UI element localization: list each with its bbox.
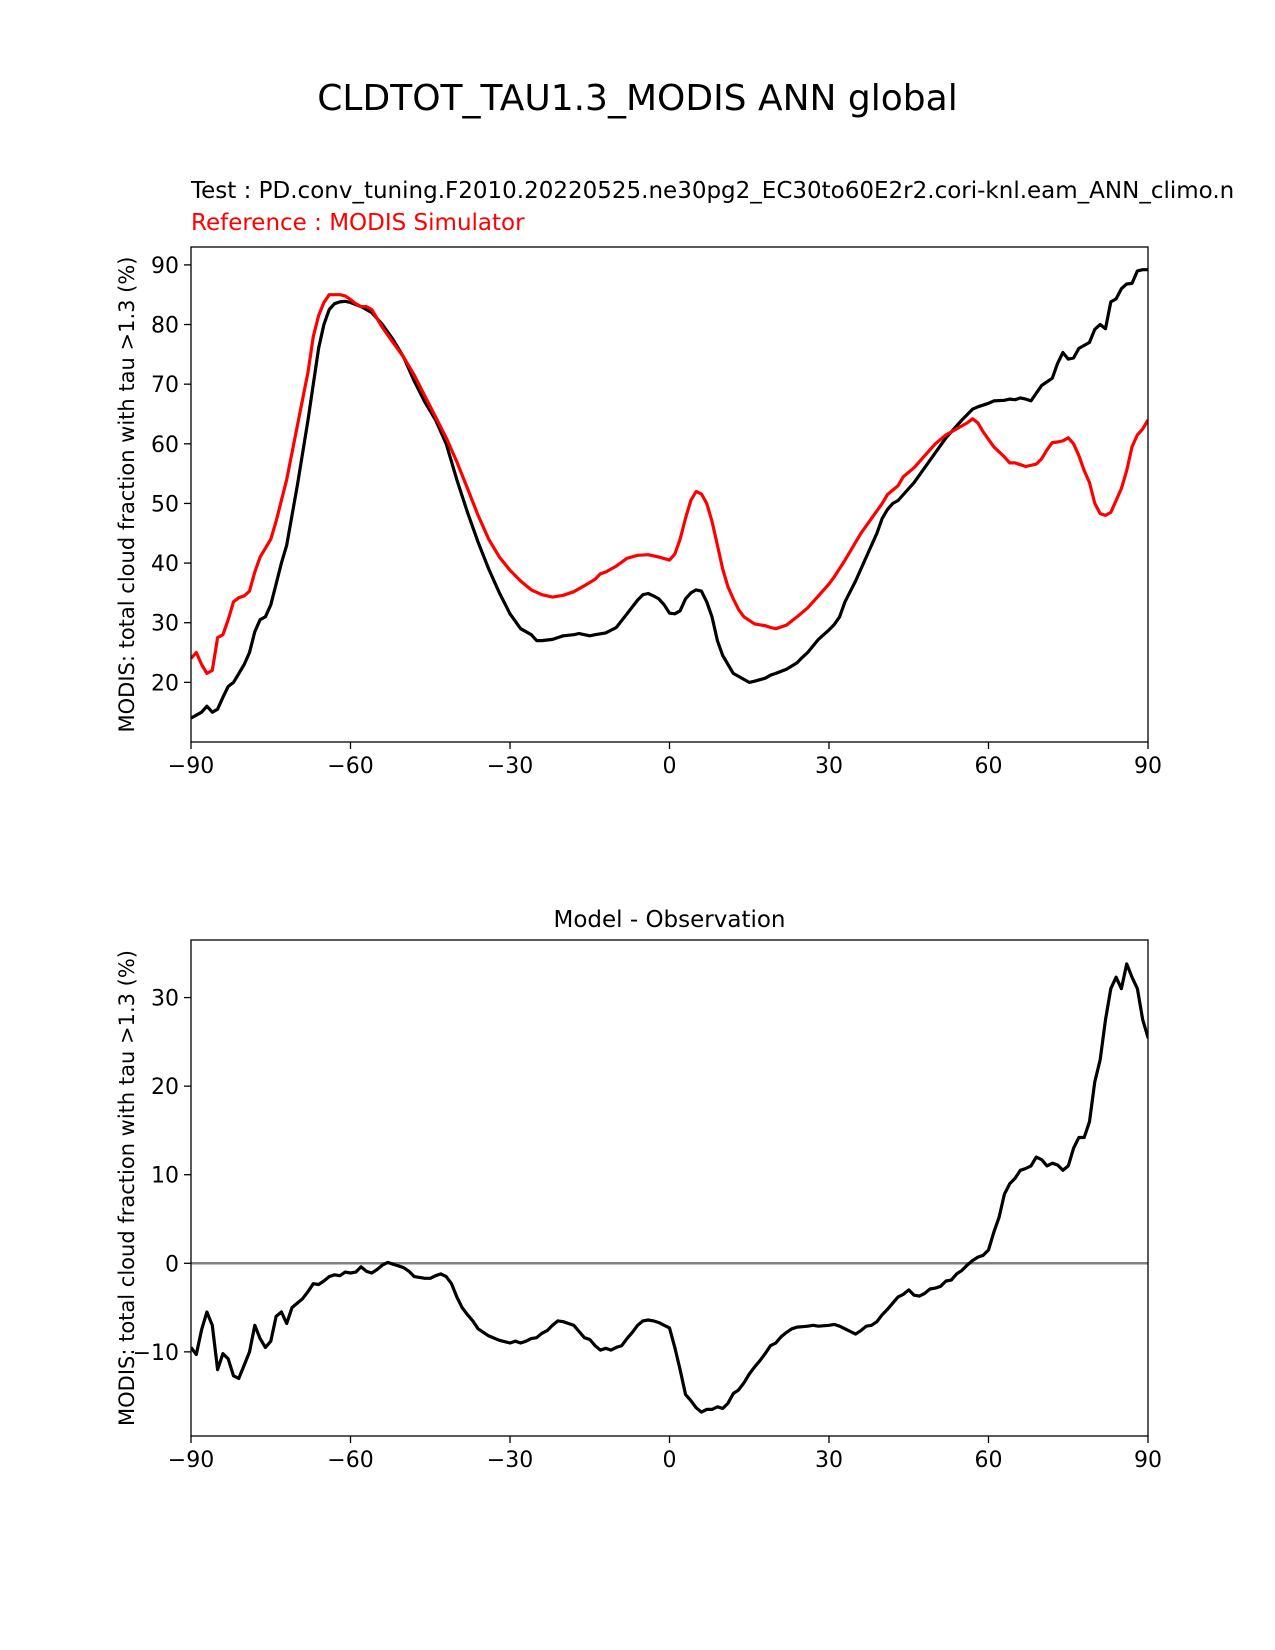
y-tick-label: 90	[151, 254, 179, 279]
y-axis-label: MODIS: total cloud fraction with tau >1.…	[115, 950, 139, 1426]
y-tick-label: 20	[151, 1075, 179, 1100]
x-tick-label: 30	[815, 1448, 843, 1473]
y-tick-label: 80	[151, 314, 179, 339]
reference-series-line	[191, 293, 1148, 675]
y-tick-label: 10	[151, 1164, 179, 1189]
difference-series-line	[191, 962, 1148, 1414]
difference-line-chart: −90 −60 −30 0 30 60 90 −10 0 10 20 30 MODIS: total c…	[115, 907, 1162, 1473]
x-tick-label: 90	[1134, 754, 1162, 779]
x-tick-label: −60	[327, 754, 373, 779]
x-tick-label: 30	[815, 754, 843, 779]
y-tick-label: 30	[151, 987, 179, 1012]
y-tick-label: 60	[151, 433, 179, 458]
test-label: Test : PD.conv_tuning.F2010.20220525.ne3…	[190, 178, 1234, 204]
x-tick-label: 90	[1134, 1448, 1162, 1473]
top-line-chart: −90 −60 −30 0 30 60 90 20 30 40 50 60 70 80 90 MODIS: t…	[115, 246, 1162, 779]
x-tick-label: 0	[663, 754, 677, 779]
y-tick-label: 40	[151, 552, 179, 577]
y-tick-label: 20	[151, 671, 179, 696]
y-tick-label: 30	[151, 612, 179, 637]
x-tick-label: −60	[327, 1448, 373, 1473]
y-tick-label: −10	[133, 1341, 179, 1366]
y-axis-label: MODIS: total cloud fraction with tau >1.…	[115, 257, 139, 733]
x-tick-label: 60	[975, 1448, 1003, 1473]
y-tick-label: 70	[151, 373, 179, 398]
plot-area	[191, 268, 1148, 720]
x-tick-label: 0	[663, 1448, 677, 1473]
figure-title: CLDTOT_TAU1.3_MODIS ANN global	[317, 78, 957, 119]
x-tick-label: −90	[168, 1448, 214, 1473]
y-tick-label: 0	[165, 1252, 179, 1277]
chart-title: Model - Observation	[553, 907, 785, 933]
plot-area	[191, 962, 1148, 1414]
reference-label: Reference : MODIS Simulator	[191, 210, 525, 236]
x-tick-label: 60	[975, 754, 1003, 779]
x-tick-label: −90	[168, 754, 214, 779]
x-tick-label: −30	[487, 1448, 533, 1473]
y-tick-label: 50	[151, 492, 179, 517]
x-tick-label: −30	[487, 754, 533, 779]
test-series-line	[191, 268, 1148, 720]
